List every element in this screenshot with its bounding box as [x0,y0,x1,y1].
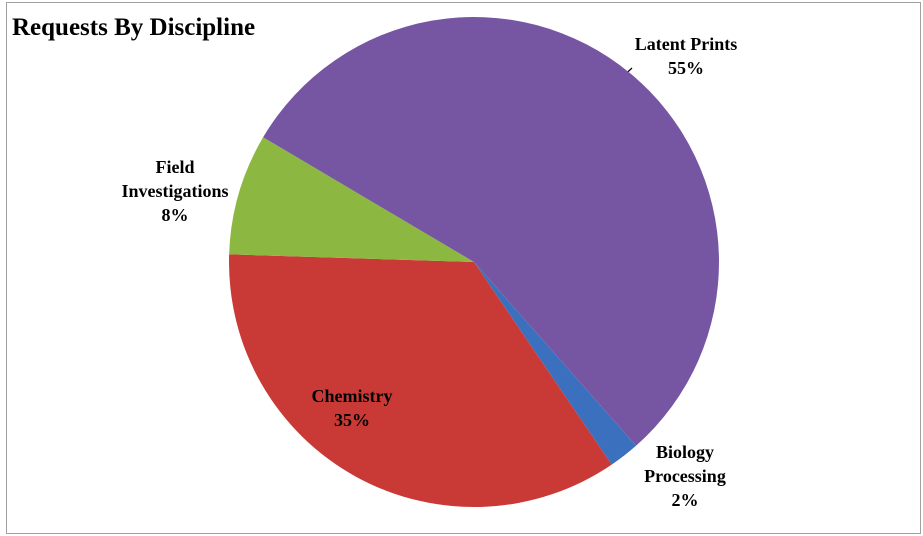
slice-label: Latent Prints 55% [616,32,756,80]
pie-slice [229,137,474,262]
slice-label: Biology Processing 2% [620,440,750,512]
pie-slice [263,16,720,446]
category-label: Chemistry [311,386,393,406]
chart-frame [6,2,921,534]
pie-slice [474,262,637,465]
category-label: Latent Prints [634,34,738,54]
slice-label: Field Investigations 8% [110,155,240,227]
value-label: 2% [671,490,699,510]
chart-title: Requests By Discipline [12,14,256,41]
value-label: 8% [161,205,189,225]
category-label: Field Investigations [121,157,229,201]
value-label: 55% [668,58,704,78]
slice-label: Chemistry 35% [282,384,422,432]
pie-slice [228,254,612,508]
value-label: 35% [334,410,370,430]
category-label: Biology Processing [644,442,726,486]
